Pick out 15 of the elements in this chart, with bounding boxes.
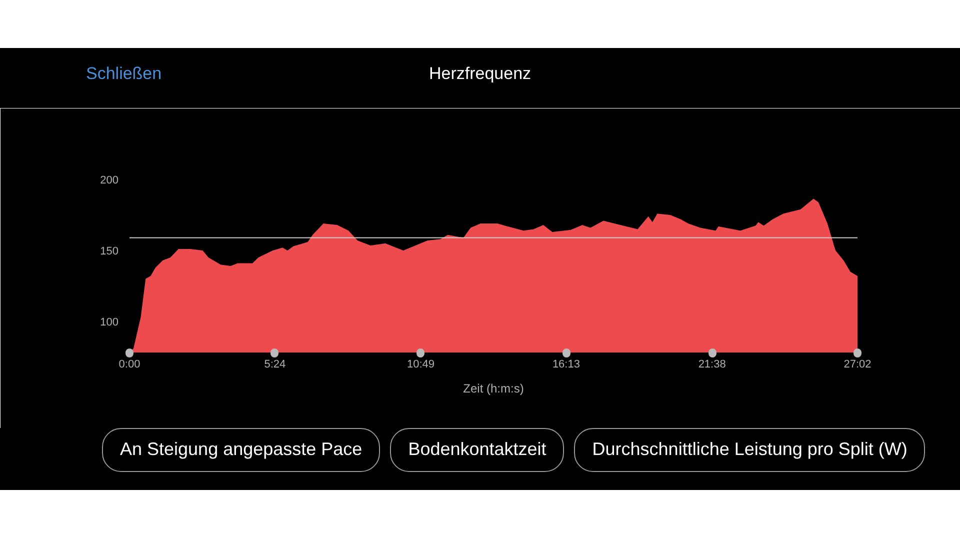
x-tick-label: 10:49 [407, 358, 435, 370]
x-tick-label: 16:13 [552, 358, 580, 370]
x-tick-label: 21:38 [698, 358, 726, 370]
y-tick-label: 150 [100, 245, 119, 258]
y-tick-label: 200 [100, 174, 119, 187]
y-tick-label: 100 [100, 316, 119, 328]
x-tick-label: 5:24 [264, 358, 286, 370]
text: Bodenkontaktzeit [390, 428, 564, 472]
text: Schließen [86, 63, 162, 85]
x-tick-label: 0:00 [118, 358, 140, 370]
x-axis-title: Zeit (h:m:s) [463, 382, 524, 396]
text: Durchschnittliche Leistung pro Split (W) [574, 428, 926, 472]
x-tick-label: 27:02 [844, 358, 872, 370]
chart-title: Herzfrequenz [428, 64, 532, 83]
text: An Steigung angepasste Pace [102, 428, 380, 472]
